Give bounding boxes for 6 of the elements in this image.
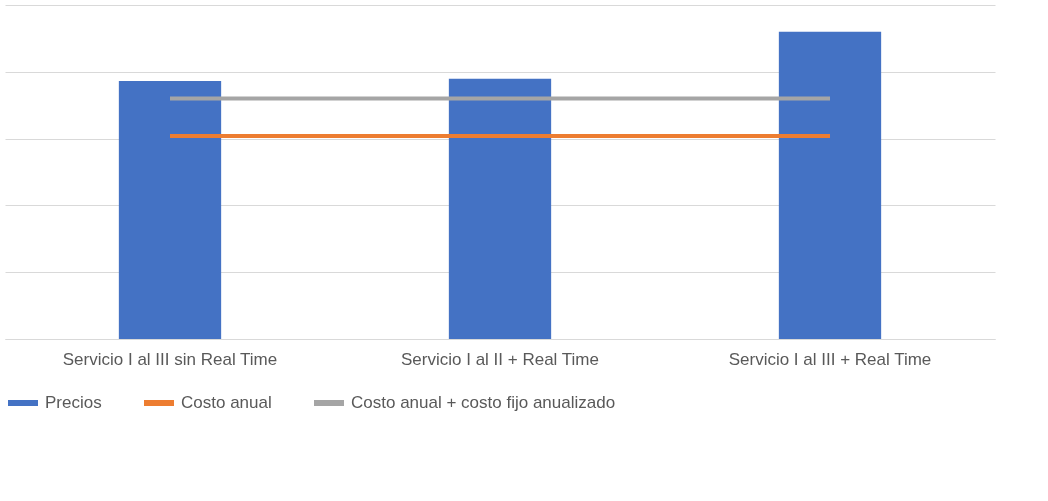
x-tick-label: Servicio I al III sin Real Time — [62, 349, 278, 369]
x-tick-label: Servicio I al III + Real Time — [728, 349, 932, 369]
legend-label: Costo anual + costo fijo anualizado — [351, 393, 616, 412]
legend-label: Costo anual — [181, 393, 272, 412]
legend-label: Precios — [45, 393, 102, 412]
x-tick-label: Servicio I al II + Real Time — [401, 349, 599, 369]
